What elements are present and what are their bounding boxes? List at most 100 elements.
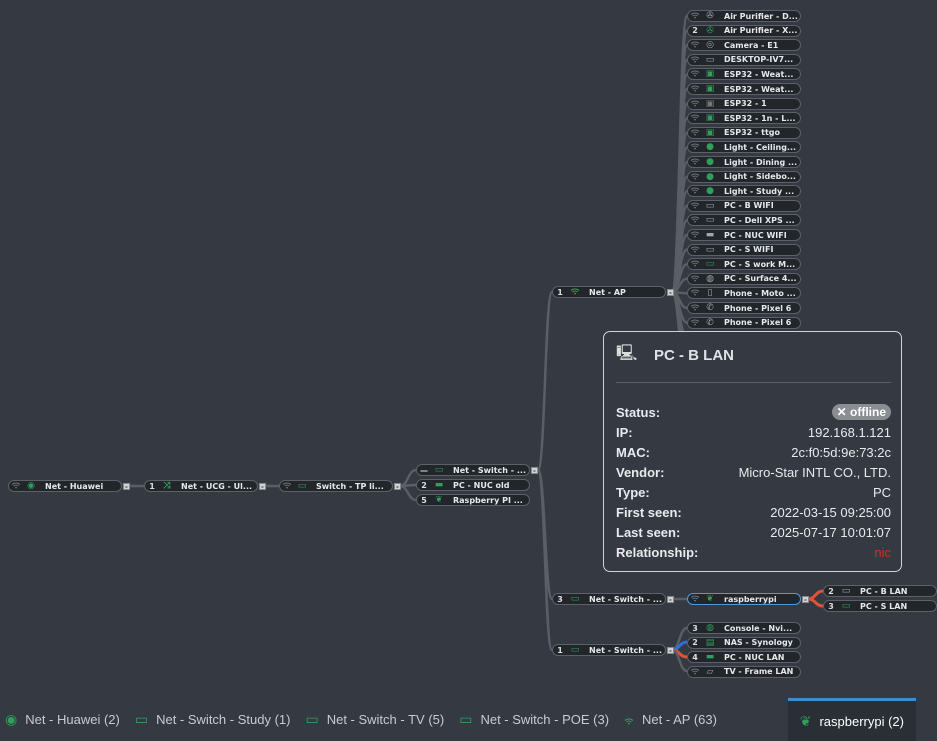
tab-net-switch-study-1[interactable]: ▭ Net - Switch - Study (1) [130, 698, 301, 741]
shuffle-icon: ⤨ [163, 481, 171, 491]
link-edge [807, 597, 824, 608]
device-node[interactable]: ▭ PC - S WIFI [687, 243, 801, 256]
nas-icon: ▤ [705, 637, 715, 648]
field-value: 2025-07-17 10:01:07 [770, 524, 891, 540]
monitor-icon: ▭ [705, 215, 715, 226]
wifi-icon [688, 594, 702, 604]
field-label: Vendor: [616, 464, 665, 480]
device-node[interactable]: — ▭ Net - Switch - ... - [416, 464, 538, 476]
device-node[interactable]: 2 ▭ PC - B LAN [823, 585, 937, 597]
tab-net-huawei-2[interactable]: ◉ Net - Huawei (2) [0, 698, 130, 741]
device-node[interactable]: ▣ ESP32 - 1 [687, 97, 801, 110]
device-node[interactable]: ▭ PC - B WIFI [687, 199, 801, 212]
device-node[interactable]: ▣ ESP32 - Weat... [687, 83, 801, 95]
link-count-badge: 5 [421, 495, 427, 505]
device-node[interactable]: ▬ PC - NUC WIFI [687, 229, 801, 241]
wifi-icon [688, 142, 702, 152]
device-node[interactable]: ◉ Net - Huawei - [8, 480, 130, 492]
collapse-button[interactable]: - [259, 483, 266, 491]
desktop-icon: ▭ [705, 244, 715, 255]
device-label: Camera - E1 [724, 40, 779, 50]
device-node[interactable]: ✇ Air Purifier - D... [687, 10, 801, 22]
collapse-button[interactable]: - [802, 596, 809, 604]
wifi-icon [688, 40, 702, 50]
tab-net-switch-tv-5[interactable]: ▭ Net - Switch - TV (5) [300, 698, 454, 741]
device-node[interactable]: ▣ ESP32 - Weat... [687, 68, 801, 81]
tab-net-ap-63[interactable]: Net - AP (63) [619, 698, 727, 741]
tab-label: Net - Switch - POE (3) [480, 712, 610, 727]
device-label: PC - NUC old [453, 480, 510, 490]
device-node[interactable]: ◍ PC - Surface 4... [687, 272, 801, 285]
link-count-badge: 2 [692, 26, 698, 36]
device-node[interactable]: ● Light - Dining ... [687, 156, 801, 168]
globe-icon: ◉ [27, 481, 35, 491]
device-node[interactable]: ▭ Switch - TP li... - [279, 480, 401, 492]
device-node[interactable]: 3 ▭ PC - S LAN [823, 600, 937, 612]
nuc-icon: ▬ [705, 230, 715, 240]
link-count-badge: 1 [557, 645, 563, 655]
switch-icon: ▭ [134, 711, 149, 727]
collapse-button[interactable]: - [531, 467, 538, 475]
collapse-button[interactable]: - [667, 596, 674, 604]
wifi-icon [688, 11, 702, 21]
device-label: DESKTOP-IV7... [724, 55, 794, 65]
device-node[interactable]: 3 ▭ Net - Switch - ... - [552, 593, 674, 605]
device-label: Light - Sidebo... [724, 172, 796, 182]
wifi-icon [688, 667, 702, 677]
wifi-icon [688, 84, 702, 94]
field-value: PC [872, 484, 891, 500]
device-node[interactable]: 1 Net - AP - [552, 286, 674, 298]
collapse-button[interactable]: - [394, 483, 401, 491]
wifi-icon [688, 274, 702, 284]
device-node[interactable]: ▭ PC - S work M... [687, 258, 801, 271]
status-badge: ✕ offline [831, 404, 891, 420]
divider [616, 382, 891, 383]
switch-icon: ▭ [459, 711, 473, 727]
device-node[interactable]: 1 ▭ Net - Switch - ... - [552, 644, 674, 656]
wifi-icon [688, 303, 702, 313]
tab-raspberrypi-2[interactable]: ❦ raspberrypi (2) [787, 698, 916, 741]
device-node[interactable]: 1 ⤨ Net - UCG - Ul... - [144, 480, 266, 492]
device-node[interactable]: ● Light - Ceiling... [687, 141, 801, 154]
device-node[interactable]: ▣ ESP32 - 1n - L... [687, 112, 801, 125]
device-node[interactable]: 2 ▬ PC - NUC old [416, 479, 530, 491]
device-node[interactable]: 2 ✇ Air Purifier - X... [687, 24, 801, 37]
device-label: Air Purifier - D... [724, 11, 798, 21]
device-node[interactable]: ◎ Camera - E1 [687, 39, 801, 52]
device-node[interactable]: ▭ DESKTOP-IV7... [687, 53, 801, 66]
device-node[interactable]: ▭ PC - Dell XPS ... [687, 214, 801, 227]
device-node[interactable]: ● Light - Study ... [687, 185, 801, 198]
device-node[interactable]: 2 ▤ NAS - Synology [687, 636, 801, 649]
link-count-badge: 2 [692, 638, 698, 647]
device-label: PC - B LAN [860, 586, 908, 596]
tab-net-switch-poe-3[interactable]: ▭ Net - Switch - POE (3) [454, 698, 619, 741]
device-label: raspberrypi [724, 594, 777, 604]
link-count-badge: 2 [828, 586, 834, 596]
device-node[interactable]: ▯ Phone - Moto ... [687, 287, 801, 300]
tooltip-row: Last seen: 2025-07-17 10:01:07 [616, 522, 891, 542]
field-label: Status: [616, 404, 661, 420]
link-edge [399, 484, 417, 502]
link-count-badge: 1 [149, 481, 155, 491]
device-node[interactable]: ✆ Phone - Pixel 6 [687, 302, 801, 314]
wifi-icon [280, 481, 294, 491]
device-label: Light - Study ... [724, 186, 795, 196]
nuc-icon: ▬ [705, 652, 715, 662]
wifi-icon [567, 287, 583, 298]
collapse-button[interactable]: - [667, 289, 674, 297]
device-node[interactable]: 5 ❦ Raspberry PI ... [416, 494, 530, 506]
wifi-icon [624, 712, 634, 728]
device-node[interactable]: ✆ Phone - Pixel 6 [687, 316, 801, 329]
device-label: Net - AP [589, 287, 626, 297]
collapse-button[interactable]: - [123, 483, 130, 491]
device-node[interactable]: 4 ▬ PC - NUC LAN [687, 651, 801, 663]
collapse-button[interactable]: - [667, 647, 674, 655]
device-node[interactable]: ● Light - Sidebo... [687, 170, 801, 183]
wifi-icon [688, 245, 702, 255]
device-node[interactable]: 3 ◍ Console - Nvi... [687, 622, 801, 634]
device-label: Console - Nvi... [724, 623, 793, 633]
device-label: Air Purifier - X... [724, 26, 798, 36]
device-node[interactable]: ▣ ESP32 - ttgo [687, 126, 801, 139]
device-node[interactable]: ▱ TV - Frame LAN [687, 665, 801, 678]
device-node[interactable]: ❦ raspberrypi - [687, 593, 809, 605]
